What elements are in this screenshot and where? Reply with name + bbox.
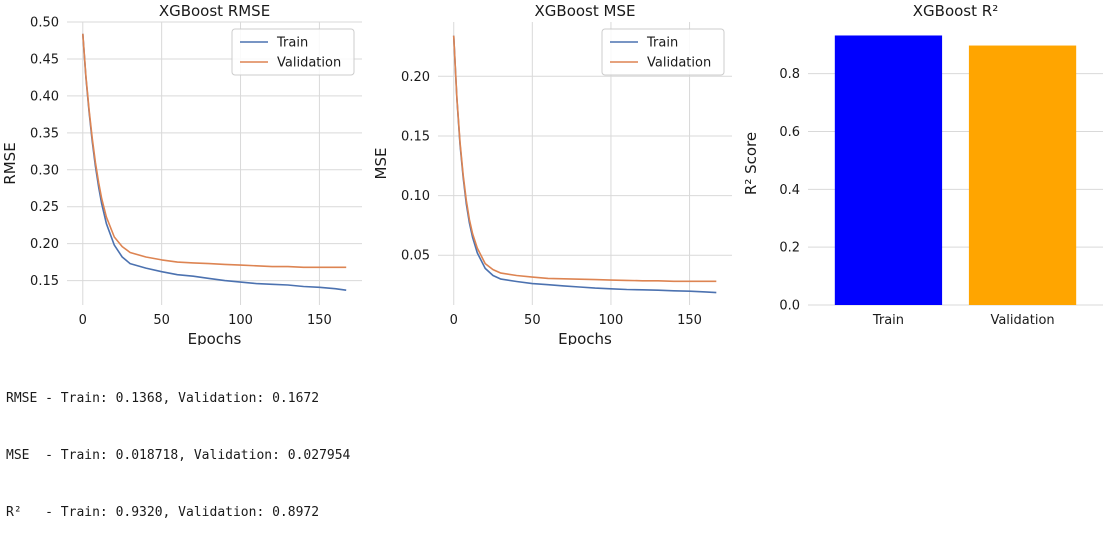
legend-box [601,28,725,76]
x-axis-label: Epochs [188,330,242,345]
y-tick-label: 0.0 [779,299,800,314]
chart-title: XGBoost R² [913,2,998,20]
y-tick-label: 0.15 [30,274,59,289]
bar-train [834,35,943,305]
series-line-validation [452,35,717,283]
legend-label: Train [276,36,308,51]
y-axis-label: RMSE [1,142,19,184]
y-tick-label: 0.25 [30,200,59,215]
console-line-rmse: RMSE - Train: 0.1368, Validation: 0.1672 [6,391,320,406]
y-tick-label: 0.45 [30,52,59,67]
x-axis-label: Epochs [558,330,612,345]
y-tick-label: 0.15 [401,129,430,144]
legend-label: Validation [277,56,341,71]
y-axis-label: R² Score [742,132,760,195]
legend-label: Train [646,36,678,51]
rmse-panel: 0 50 100 150 0.15 0.20 0.25 0.30 0.35 0.40 0.45 0.5… [1,2,362,345]
x-tick-label: 50 [153,313,170,328]
x-tick-label: Validation [990,313,1054,328]
x-tick-label: 0 [450,313,458,328]
x-tick-label: 100 [228,313,253,328]
bar-validation [968,45,1077,306]
x-tick-label: 150 [307,313,332,328]
x-tick-label: 100 [599,313,624,328]
figure: 0 50 100 1500.150.200.250.300.350.400.450.5… [1,2,1103,345]
console-line-mse: MSE - Train: 0.018718, Validation: 0.027… [6,448,351,463]
console-output: RMSE - Train: 0.1368, Validation: 0.1672… [6,351,350,541]
x-tick-label: 150 [677,313,702,328]
series-line-validation [82,33,347,269]
y-tick-label: 0.4 [779,183,800,198]
y-tick-label: 0.8 [779,67,800,82]
legend-label: Validation [647,56,711,71]
y-tick-label: 0.50 [30,16,59,31]
y-tick-label: 0.10 [401,189,430,204]
x-tick-label: 50 [524,313,541,328]
r2-panel: 0.0 0.2 0.4 0.6 0.8 Train Validation XGBoost R²… [742,2,1103,328]
y-axis-label: MSE [372,148,390,180]
y-tick-label: 0.40 [30,89,59,104]
y-tick-label: 0.20 [30,237,59,252]
mse-panel: 0 50 100 150 0.05 0.10 0.15 0.20 Train Validation… [372,2,732,345]
y-tick-label: 0.20 [401,70,430,85]
chart-title: XGBoost RMSE [159,2,270,20]
y-tick-label: 0.05 [401,249,430,264]
y-tick-label: 0.6 [779,125,800,140]
console-line-r2: R² - Train: 0.9320, Validation: 0.8972 [6,505,320,520]
legend-box [231,28,355,76]
x-tick-label: 0 [79,313,87,328]
y-tick-label: 0.30 [30,163,59,178]
x-tick-label: Train [872,313,904,328]
y-tick-label: 0.2 [779,241,800,256]
y-tick-label: 0.35 [30,126,59,141]
chart-title: XGBoost MSE [535,2,636,20]
